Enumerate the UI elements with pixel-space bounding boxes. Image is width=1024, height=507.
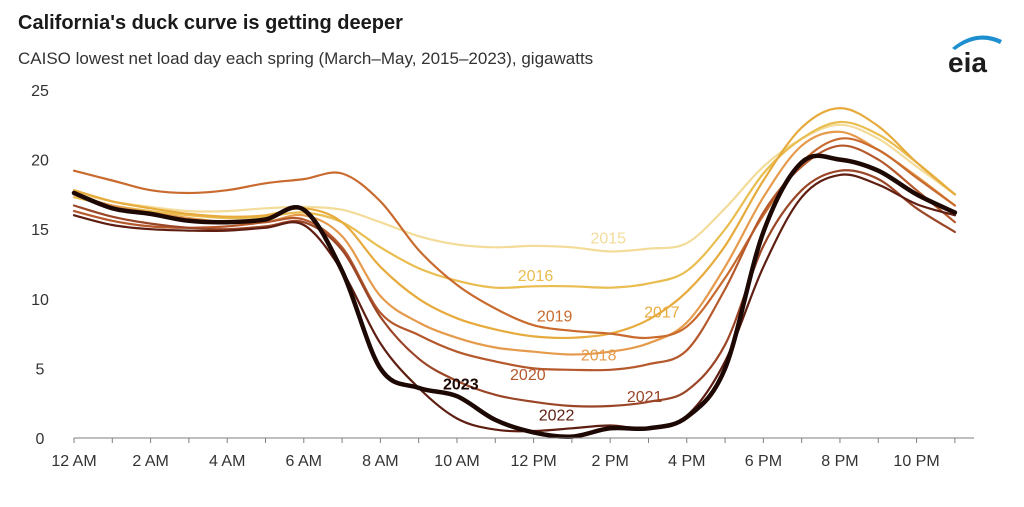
series-lines <box>71 106 958 439</box>
y-tick-label: 10 <box>31 292 49 309</box>
series-line-2021 <box>72 169 956 408</box>
x-tick-label: 2 PM <box>591 453 628 470</box>
series-labels: 2015 2016 2017 2018 2019 2020 2021 2022 2023 <box>443 231 680 425</box>
x-tick-label: 12 PM <box>510 453 556 470</box>
x-axis-ticks: 12 AM 2 AM 4 AM 6 AM 8 AM 10 AM 12 PM 2 PM 4 PM 6… <box>51 438 956 470</box>
x-tick-label: 8 PM <box>821 453 858 470</box>
series-label-2017: 2017 <box>644 304 680 321</box>
series-line-2023 <box>71 153 958 439</box>
series-line-2017 <box>72 106 956 340</box>
y-tick-label: 15 <box>31 222 49 239</box>
eia-logo: eia <box>946 30 1010 78</box>
y-tick-label: 20 <box>31 153 49 170</box>
y-tick-label: 25 <box>31 83 49 100</box>
series-line-2015 <box>72 123 956 253</box>
series-label-2016: 2016 <box>518 268 554 285</box>
x-tick-label: 10 PM <box>893 453 939 470</box>
x-tick-label: 12 AM <box>51 453 96 470</box>
series-line-2018 <box>72 130 956 356</box>
series-line-2016 <box>72 120 956 290</box>
series-line-2022 <box>72 173 956 433</box>
series-label-2023: 2023 <box>443 377 479 394</box>
x-tick-label: 6 AM <box>286 453 322 470</box>
y-axis-ticks: 0 5 10 15 20 25 <box>31 83 49 448</box>
series-label-2021: 2021 <box>627 389 663 406</box>
y-tick-label: 5 <box>36 361 45 378</box>
series-label-2020: 2020 <box>510 367 546 384</box>
x-tick-label: 4 AM <box>209 453 245 470</box>
x-tick-label: 8 AM <box>362 453 398 470</box>
series-line-2020 <box>72 144 956 372</box>
chart-title: California's duck curve is getting deepe… <box>18 12 403 34</box>
series-label-2018: 2018 <box>581 347 617 364</box>
x-tick-label: 4 PM <box>668 453 705 470</box>
eia-logo-text: eia <box>948 47 987 78</box>
x-tick-label: 6 PM <box>745 453 782 470</box>
series-line-2019 <box>72 137 956 340</box>
series-label-2015: 2015 <box>590 231 626 248</box>
x-tick-label: 10 AM <box>434 453 479 470</box>
eia-logo-mark: eia <box>948 35 1002 78</box>
series-label-2019: 2019 <box>537 309 573 326</box>
chart-subtitle: CAISO lowest net load day each spring (M… <box>18 49 594 68</box>
y-tick-label: 0 <box>36 431 45 448</box>
series-label-2022: 2022 <box>539 407 575 424</box>
x-tick-label: 2 AM <box>132 453 168 470</box>
